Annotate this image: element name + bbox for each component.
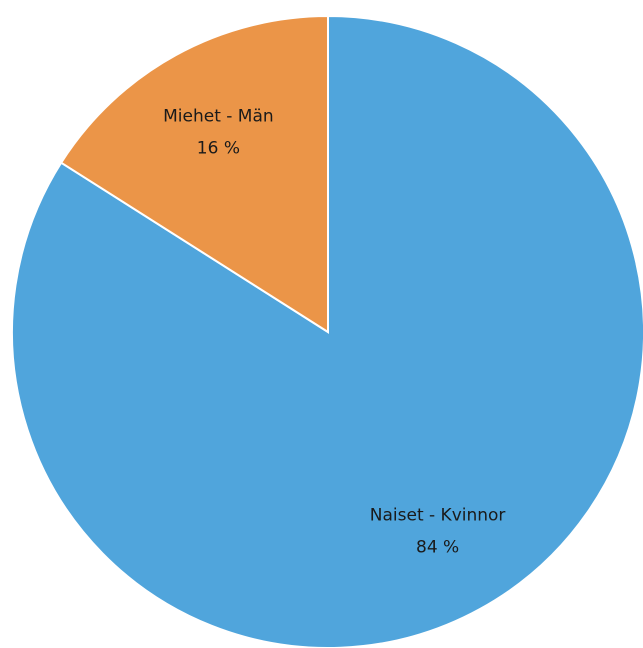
slice-label: Miehet - Män [163, 107, 274, 127]
slice-label: Naiset - Kvinnor [370, 505, 506, 525]
slice-value-label: 16 % [197, 139, 240, 159]
pie-slice [59, 14, 329, 334]
slice-value-label: 84 % [416, 537, 459, 557]
